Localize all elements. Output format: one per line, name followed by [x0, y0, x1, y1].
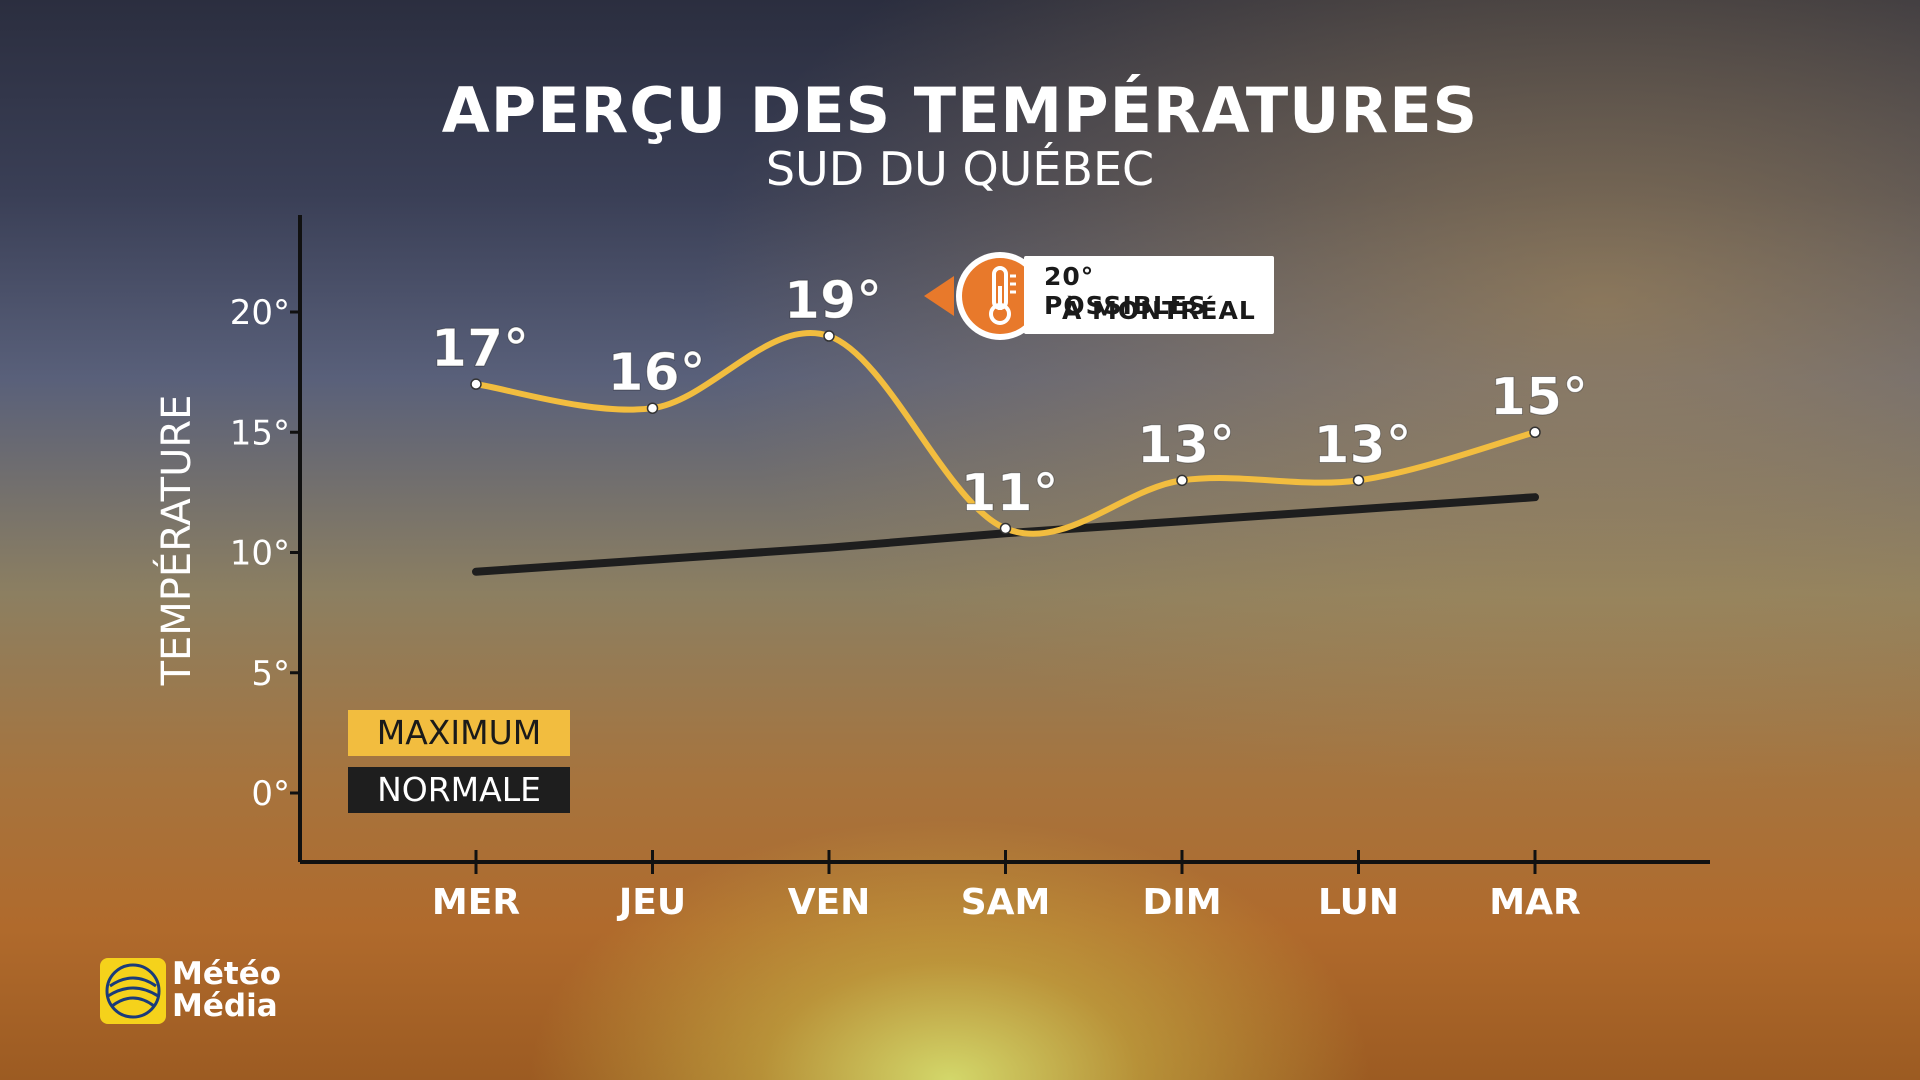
- meteomedia-logo: Météo Média: [100, 956, 300, 1026]
- legend-normale: NORMALE: [348, 767, 570, 813]
- x-tick-label: SAM: [961, 882, 1051, 923]
- maximum-data-point: [1352, 474, 1365, 487]
- y-tick-label: 10°: [230, 534, 290, 574]
- thermometer-icon: [989, 266, 1016, 325]
- callout-badge: [924, 252, 1044, 340]
- maximum-data-label: 16°: [607, 343, 705, 403]
- x-tick-label: LUN: [1318, 882, 1399, 923]
- chart-subtitle: SUD DU QUÉBEC: [765, 142, 1155, 196]
- y-axis-label: TEMPÉRATURE: [152, 395, 200, 687]
- y-tick-label: 20°: [230, 293, 290, 333]
- maximum-data-point: [823, 330, 835, 342]
- globe-icon: [100, 958, 166, 1024]
- callout-label-box: 20° POSSIBLES À MONTRÉAL: [1024, 256, 1274, 334]
- maximum-data-point: [646, 402, 659, 414]
- maximum-data-point: [1176, 474, 1188, 487]
- callout-text-line2: À MONTRÉAL: [1062, 296, 1256, 325]
- x-tick-label: JEU: [616, 882, 686, 923]
- callout-pointer: [924, 276, 954, 316]
- logo-text-meteo: Météo: [172, 956, 282, 992]
- y-tick-label: 15°: [230, 413, 290, 453]
- maximum-data-point: [470, 378, 482, 390]
- legend-maximum: MAXIMUM: [348, 710, 570, 756]
- y-tick-label: 5°: [251, 654, 290, 694]
- maximum-data-point: [1529, 426, 1541, 438]
- callout-text-line1: 20° POSSIBLES: [1044, 262, 1207, 320]
- x-tick-label: DIM: [1142, 882, 1221, 923]
- y-tick-label: 0°: [251, 774, 290, 814]
- maximum-data-point: [999, 522, 1012, 535]
- logo-text-media: Média: [172, 988, 278, 1024]
- maximum-data-label: 17°: [431, 319, 529, 379]
- maximum-data-label: 15°: [1490, 367, 1588, 427]
- maximum-data-label: 13°: [1137, 415, 1235, 475]
- maximum-data-label: 19°: [784, 271, 882, 331]
- maximum-data-label: 11°: [960, 463, 1058, 523]
- x-tick-label: VEN: [788, 882, 871, 923]
- montreal-callout: 20° POSSIBLES À MONTRÉAL: [924, 246, 1274, 342]
- chart-title: APERÇU DES TEMPÉRATURES: [441, 74, 1479, 147]
- x-tick-label: MAR: [1489, 882, 1580, 923]
- maximum-data-label: 13°: [1313, 415, 1411, 475]
- x-tick-label: MER: [432, 882, 520, 923]
